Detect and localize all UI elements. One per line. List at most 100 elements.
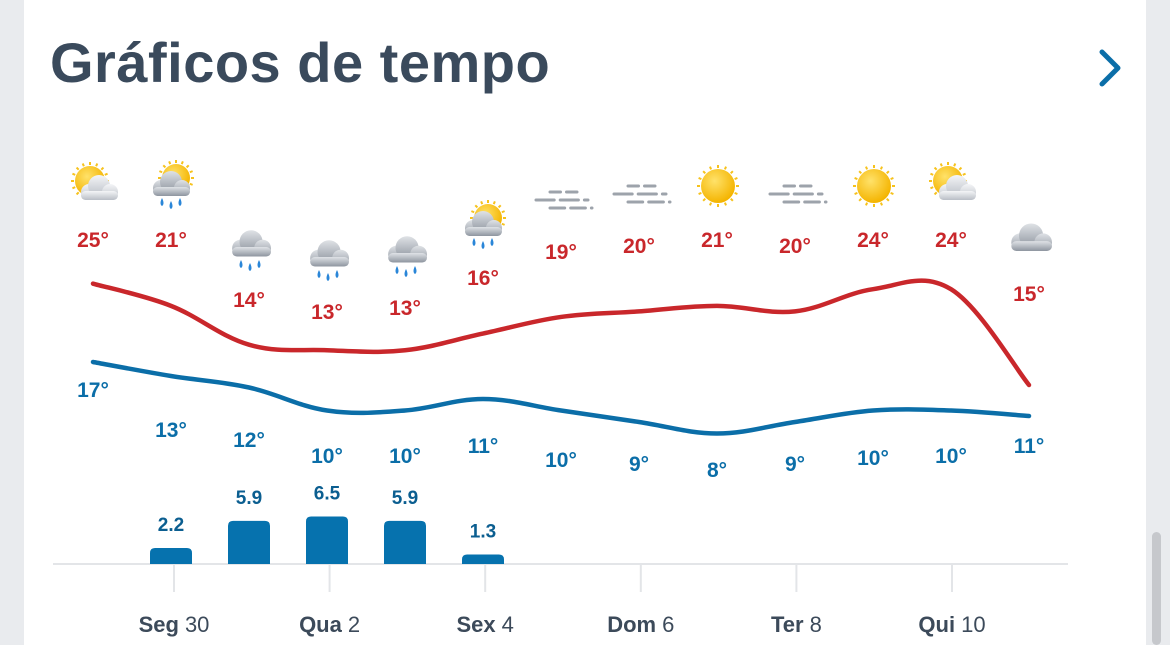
sun-ray	[470, 210, 475, 214]
min-temp-label: 10°	[857, 447, 889, 470]
rain-drop	[472, 238, 476, 246]
rain-cloud-icon	[310, 240, 349, 281]
sun-ray	[939, 163, 943, 167]
rain-drop	[178, 198, 182, 206]
sun-ray	[933, 191, 938, 196]
min-temp-label: 10°	[935, 445, 967, 468]
max-temp-label: 15°	[1013, 283, 1045, 306]
max-temp-label: 21°	[701, 229, 733, 252]
x-tick-date: 30	[185, 612, 209, 637]
precipitation-bar	[384, 520, 426, 564]
max-temp-label: 25°	[77, 229, 109, 252]
rain-drop	[248, 263, 252, 271]
sun-ray	[81, 163, 85, 167]
cloud-base	[939, 191, 976, 200]
cloud-base	[81, 191, 118, 200]
max-temp-label: 13°	[311, 301, 343, 324]
max-temp-label: 20°	[779, 235, 811, 258]
sun-ray	[189, 170, 194, 174]
sun-disc	[701, 169, 735, 203]
sun-ray	[702, 170, 706, 174]
precipitation-label: 5.9	[236, 488, 262, 509]
precipitation-bar	[462, 554, 504, 564]
partly-cloudy-rain-icon	[465, 200, 506, 249]
min-temp-label: 10°	[311, 445, 343, 468]
cloud-base	[232, 247, 271, 257]
scrollbar[interactable]	[1152, 532, 1161, 645]
x-tick-label: Sex 4	[456, 612, 513, 637]
min-temp-label: 12°	[233, 429, 265, 452]
sun-ray	[734, 177, 738, 181]
sun-ray	[879, 166, 883, 170]
x-tick-date: 4	[502, 612, 514, 637]
partly-cloudy-rain-icon	[153, 160, 194, 209]
max-temp-label: 19°	[545, 241, 577, 264]
sun-ray	[168, 160, 172, 165]
cloud-base	[153, 187, 190, 196]
rain-drop	[490, 238, 494, 246]
sun-ray	[100, 166, 105, 171]
fog-icon	[612, 184, 672, 204]
min-temp-label: 10°	[545, 449, 577, 472]
precipitation-label: 2.2	[158, 515, 184, 536]
rain-drop	[239, 260, 243, 268]
precipitation-label: 5.9	[392, 488, 418, 509]
x-tick-label: Qui 10	[918, 612, 985, 637]
max-temp-label: 21°	[155, 229, 187, 252]
weather-charts-card: Gráficos de tempo	[24, 0, 1146, 645]
sun-ray	[858, 198, 862, 202]
max-temp-label: 13°	[389, 297, 421, 320]
sun-ray	[492, 200, 496, 205]
sun-ray	[865, 202, 869, 206]
precipitation-label: 1.3	[470, 522, 496, 543]
rain-cloud-icon	[388, 236, 427, 277]
x-tick-date: 2	[348, 612, 360, 637]
sun-ray	[854, 177, 858, 181]
x-tick-day: Sex	[456, 612, 496, 637]
x-tick-label: Qua 2	[299, 612, 360, 637]
min-temp-label: 9°	[785, 453, 805, 476]
min-temp-label: 10°	[389, 445, 421, 468]
min-temp-label: 9°	[629, 453, 649, 476]
sun-ray	[879, 202, 883, 206]
sun-ray	[962, 172, 966, 176]
cloud-base	[465, 227, 502, 236]
precipitation-bar	[150, 547, 192, 564]
rain-cloud-icon	[232, 230, 271, 271]
x-tick-day: Qua	[299, 612, 343, 637]
page-title: Gráficos de tempo	[50, 31, 551, 94]
sun-ray	[698, 177, 702, 181]
sun-ray	[734, 191, 738, 195]
sun-ray	[75, 191, 80, 196]
partly-cloudy-icon	[71, 162, 118, 200]
sun-ray	[730, 170, 734, 174]
rain-drop	[395, 266, 399, 274]
rain-drop	[404, 269, 408, 277]
sun-ray	[189, 182, 194, 186]
sun-ray	[501, 222, 506, 226]
sun-ray	[723, 202, 727, 206]
sun-ray	[180, 160, 184, 165]
min-temp-label: 13°	[155, 419, 187, 442]
min-temp-label: 8°	[707, 459, 727, 482]
sun-ray	[95, 163, 99, 167]
sun-ray	[890, 177, 894, 181]
sun-ray	[953, 163, 957, 167]
sun-ray	[497, 204, 502, 209]
cloud-base	[1011, 241, 1052, 251]
rain-drop	[413, 266, 417, 274]
sun-ray	[730, 198, 734, 202]
x-tick-day: Dom	[607, 612, 656, 637]
x-tick-date: 8	[810, 612, 822, 637]
max-temp-label: 24°	[935, 229, 967, 252]
sun-ray	[723, 166, 727, 170]
sun-ray	[72, 186, 76, 190]
x-tick-label: Seg 30	[139, 612, 210, 637]
partly-cloudy-icon	[929, 162, 976, 200]
cloud-icon	[1011, 223, 1052, 251]
cloud-base	[388, 253, 427, 263]
rain-drop	[335, 270, 339, 278]
more-button[interactable]	[1092, 42, 1132, 92]
max-temp-line	[90, 278, 1032, 388]
sun-ray	[930, 186, 934, 190]
